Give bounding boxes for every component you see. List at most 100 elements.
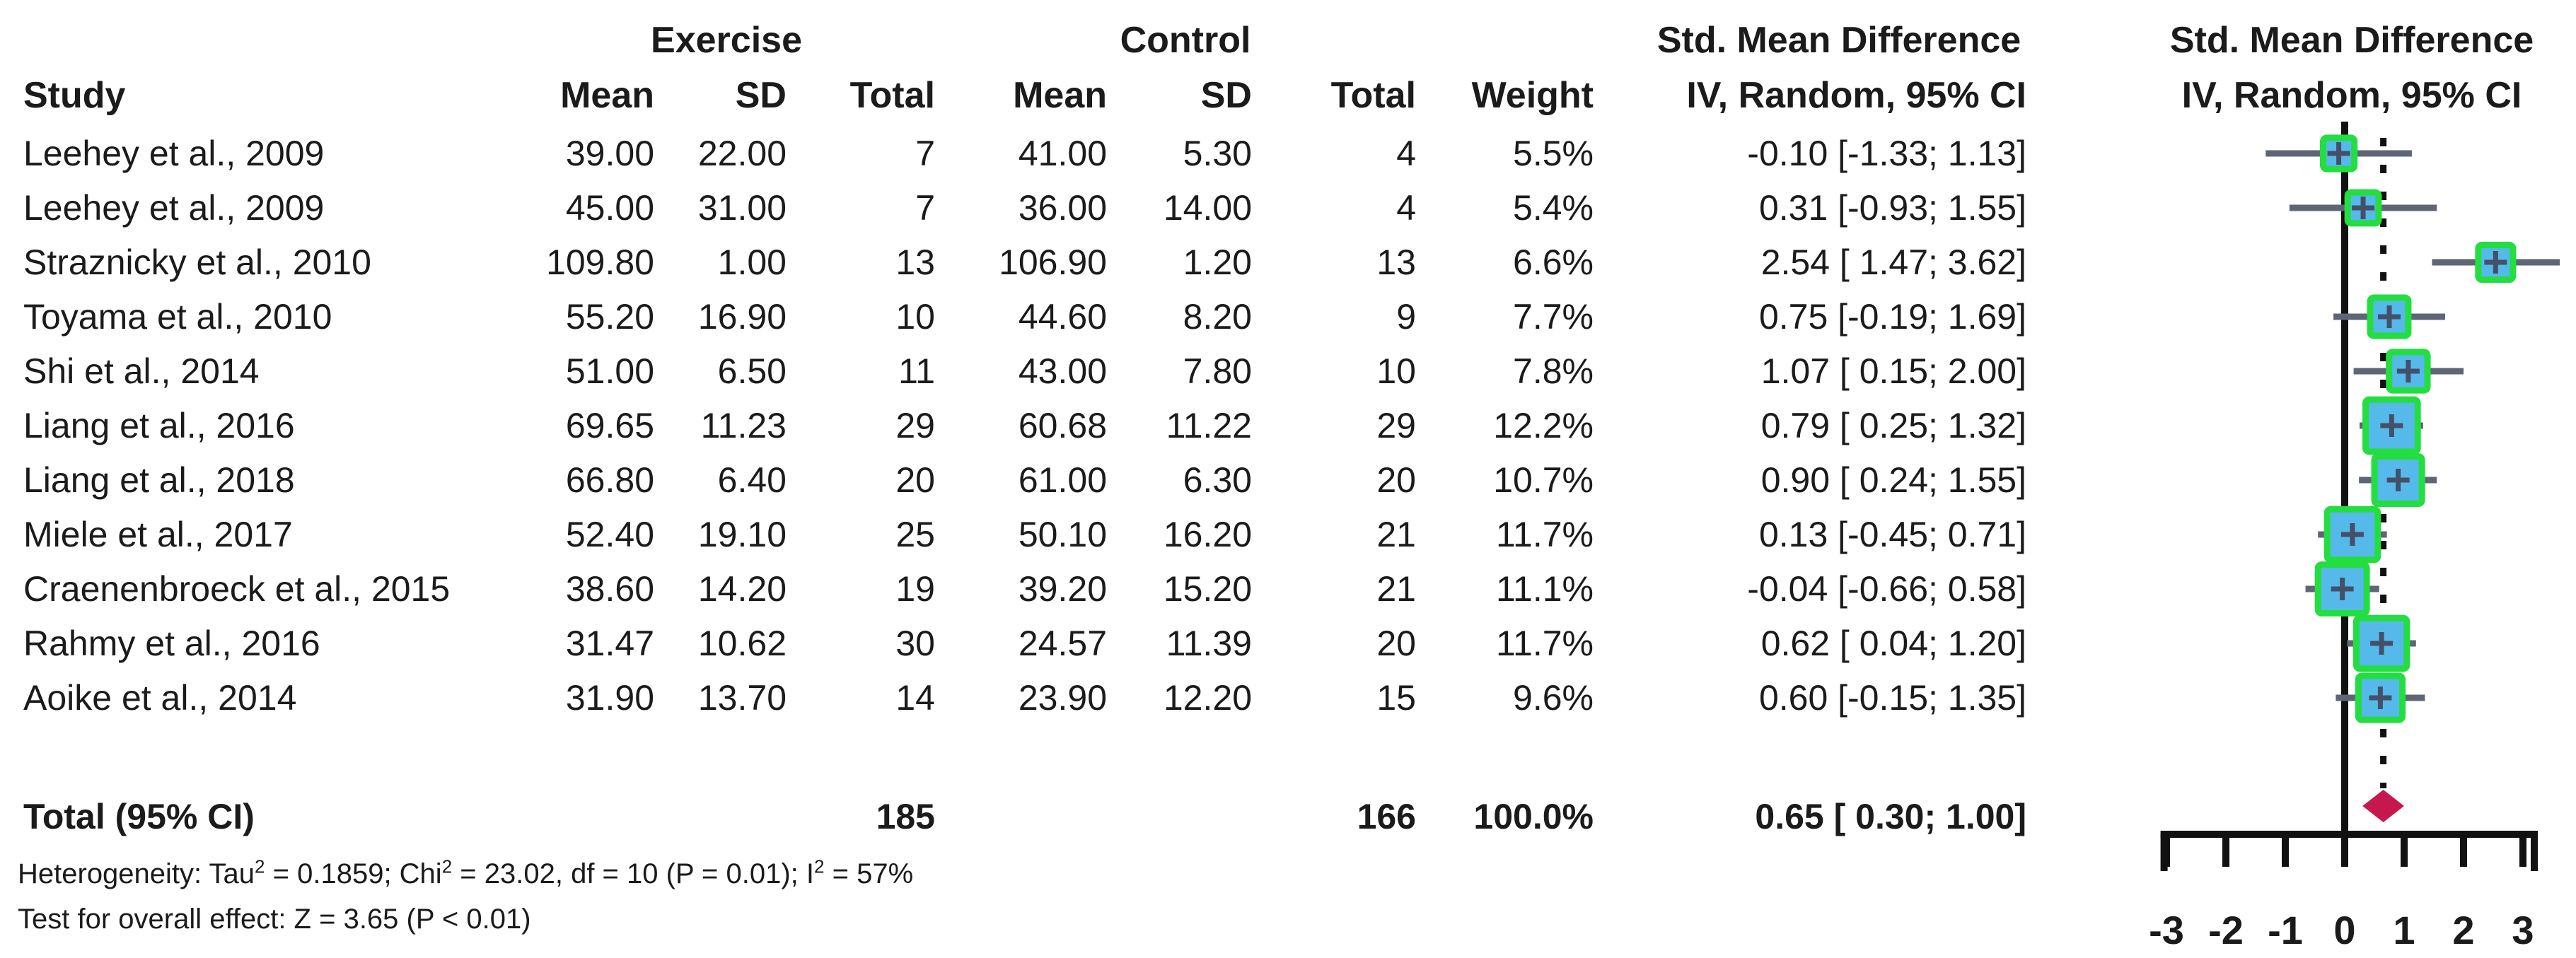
cell-ci_text: -0.10 [-1.33; 1.13] <box>1747 134 2026 173</box>
smd-column-title: Std. Mean Difference <box>1657 20 2021 61</box>
overall-effect-test: Test for overall effect: Z = 3.65 (P < 0… <box>18 904 531 935</box>
cell-c_mean: 106.90 <box>999 243 1107 282</box>
cell-ex_sd: 6.50 <box>717 351 787 391</box>
het-sup: 2 <box>441 855 453 877</box>
axis-tick-label: -1 <box>2268 908 2303 952</box>
cell-ex_sd: 6.40 <box>717 460 787 500</box>
total-label: Total (95% CI) <box>23 797 255 836</box>
total-control-n: 166 <box>1357 797 1416 836</box>
cell-ex_sd: 10.62 <box>697 624 787 663</box>
cell-ci_text: 0.90 [ 0.24; 1.55] <box>1760 460 2026 500</box>
cell-ex_sd: 14.20 <box>697 569 787 609</box>
cell-c_total: 4 <box>1396 188 1416 228</box>
het-text: = 57% <box>824 858 914 889</box>
weight-column-header: Weight <box>1471 75 1594 116</box>
cell-c_total: 20 <box>1376 460 1416 500</box>
table-row: Leehey et al., 2009 39.00 22.00 7 41.00 5.30 4… <box>0 132 2122 175</box>
cell-weight: 11.1% <box>1495 569 1594 609</box>
cell-ci_text: 0.62 [ 0.04; 1.20] <box>1760 624 2026 663</box>
cell-ex_mean: 69.65 <box>565 406 654 445</box>
cell-ci_text: 0.31 [-0.93; 1.55] <box>1758 188 2026 228</box>
axis-tick-label: 0 <box>2333 908 2355 952</box>
cell-weight: 6.6% <box>1513 243 1594 282</box>
cell-weight: 12.2% <box>1493 406 1594 445</box>
cell-ex_total: 7 <box>915 134 935 173</box>
cell-c_sd: 12.20 <box>1163 678 1252 718</box>
cell-ex_mean: 109.80 <box>546 243 654 282</box>
cell-c_sd: 14.00 <box>1163 188 1252 228</box>
cell-ex_total: 29 <box>895 406 935 445</box>
cell-weight: 7.8% <box>1513 351 1594 391</box>
cell-study: Rahmy et al., 2016 <box>23 624 320 663</box>
table-row: Aoike et al., 2014 31.90 13.70 14 23.90 12.20… <box>0 677 2122 719</box>
cell-ci_text: 1.07 [ 0.15; 2.00] <box>1760 351 2026 391</box>
cell-c_total: 21 <box>1376 515 1416 554</box>
cell-ex_mean: 55.20 <box>565 297 654 337</box>
cell-c_mean: 41.00 <box>1018 134 1107 173</box>
cell-ex_mean: 31.90 <box>565 678 654 718</box>
total-weight: 100.0% <box>1473 797 1594 836</box>
cell-ex_sd: 31.00 <box>697 188 787 228</box>
cell-ex_total: 25 <box>895 515 935 554</box>
cell-study: Leehey et al., 2009 <box>23 134 325 173</box>
cell-c_total: 4 <box>1396 134 1416 173</box>
cell-c_total: 20 <box>1376 624 1416 663</box>
cell-c_total: 13 <box>1376 243 1416 282</box>
table-row: Toyama et al., 2010 55.20 16.90 10 44.60 8.20… <box>0 296 2122 338</box>
total-exercise-n: 185 <box>876 797 935 836</box>
cell-weight: 7.7% <box>1513 297 1594 337</box>
cell-study: Aoike et al., 2014 <box>23 678 297 718</box>
cell-c_mean: 39.20 <box>1018 569 1107 609</box>
het-sup: 2 <box>814 855 825 877</box>
cell-ci_text: 2.54 [ 1.47; 3.62] <box>1760 243 2026 282</box>
axis-tick-label: 3 <box>2512 908 2534 952</box>
axis-tick-label: -3 <box>2149 908 2184 952</box>
cell-ex_total: 10 <box>895 297 935 337</box>
cell-c_mean: 24.57 <box>1018 624 1107 663</box>
cell-ex_mean: 51.00 <box>565 351 654 391</box>
cell-ex_total: 20 <box>895 460 935 500</box>
cell-ex_mean: 52.40 <box>565 515 654 554</box>
cell-c_sd: 1.20 <box>1183 243 1252 282</box>
control-mean-column-header: Mean <box>1013 75 1107 116</box>
cell-weight: 5.5% <box>1513 134 1594 173</box>
cell-study: Miele et al., 2017 <box>23 515 293 554</box>
cell-weight: 9.6% <box>1513 678 1594 718</box>
het-sup: 2 <box>255 855 265 877</box>
cell-weight: 10.7% <box>1493 460 1594 500</box>
cell-ex_total: 11 <box>898 351 935 391</box>
cell-c_total: 10 <box>1376 351 1416 391</box>
axis-tick-label: 1 <box>2393 908 2415 952</box>
cell-c_mean: 60.68 <box>1018 406 1107 445</box>
cell-c_sd: 8.20 <box>1183 297 1252 337</box>
cell-c_sd: 11.39 <box>1166 624 1252 663</box>
cell-ex_total: 13 <box>895 243 935 282</box>
table-row: Shi et al., 2014 51.00 6.50 11 43.00 7.80 10 7.… <box>0 350 2122 392</box>
cell-c_total: 29 <box>1376 406 1416 445</box>
total-row: Total (95% CI) 185 166 100.0% 0.65 [ 0.3… <box>0 795 2122 838</box>
cell-c_mean: 36.00 <box>1018 188 1107 228</box>
cell-ex_mean: 45.00 <box>565 188 654 228</box>
control-total-column-header: Total <box>1330 75 1416 116</box>
control-group-header: Control <box>1120 20 1251 61</box>
cell-c_sd: 16.20 <box>1163 515 1252 554</box>
table-row: Liang et al., 2018 66.80 6.40 20 61.00 6.30 20… <box>0 459 2122 501</box>
axis-tick-label: 2 <box>2452 908 2474 952</box>
table-row: Miele et al., 2017 52.40 19.10 25 50.10 16.20… <box>0 513 2122 556</box>
table-row: Rahmy et al., 2016 31.47 10.62 30 24.57 11.39… <box>0 622 2122 665</box>
cell-ci_text: 0.79 [ 0.25; 1.32] <box>1760 406 2026 445</box>
exercise-sd-column-header: SD <box>735 75 787 116</box>
smd-column-subtitle: IV, Random, 95% CI <box>1686 75 2026 116</box>
het-text: = 23.02, df = 10 (P = 0.01); I <box>452 858 815 889</box>
cell-study: Leehey et al., 2009 <box>23 188 325 228</box>
cell-c_mean: 61.00 <box>1018 460 1107 500</box>
cell-c_sd: 15.20 <box>1163 569 1252 609</box>
cell-weight: 11.7% <box>1495 624 1594 663</box>
het-text: = 0.1859; Chi <box>265 858 442 889</box>
cell-study: Shi et al., 2014 <box>23 351 260 391</box>
cell-ci_text: 0.75 [-0.19; 1.69] <box>1758 297 2026 337</box>
table-row: Craenenbroeck et al., 2015 38.60 14.20 19 39… <box>0 568 2122 610</box>
cell-weight: 11.7% <box>1495 515 1594 554</box>
cell-c_mean: 44.60 <box>1018 297 1107 337</box>
